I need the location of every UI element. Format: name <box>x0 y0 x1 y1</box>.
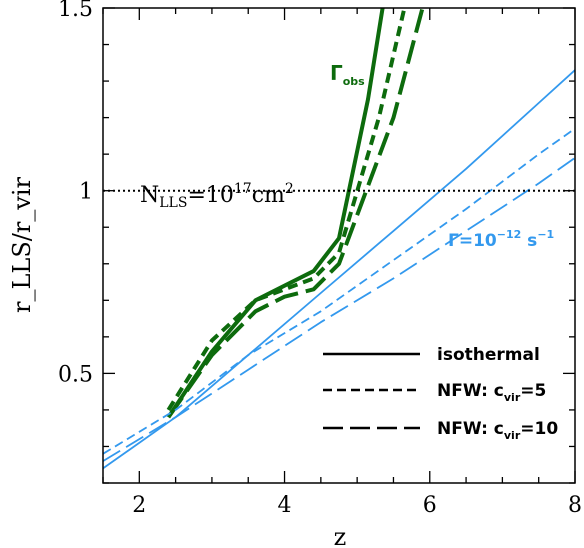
axis-ticks <box>102 7 576 484</box>
y-axis-title: r_LLS/r_vir <box>8 176 36 313</box>
y-tick-label: 1.5 <box>58 0 93 22</box>
x-tick-label: 6 <box>423 493 437 518</box>
legend-label-nfw-c10: NFW: cvir=10 <box>437 419 558 442</box>
series-line-gamma-const-2 <box>102 157 576 462</box>
legend-label-nfw-c5: NFW: cvir=5 <box>437 381 546 404</box>
legend: isothermal NFW: cvir=5 NFW: cvir=10 <box>323 345 558 442</box>
curves <box>102 7 576 470</box>
series-line-gamma-const-0 <box>102 69 576 470</box>
x-tick-label: 4 <box>278 493 292 518</box>
x-tick-label: 8 <box>568 493 582 518</box>
y-tick-label: 0.5 <box>58 362 93 387</box>
x-axis-title: z <box>334 523 347 548</box>
plot-frame <box>102 7 576 484</box>
legend-label-isothermal: isothermal <box>437 345 540 365</box>
series-line-gamma-obs-1 <box>166 7 407 411</box>
series-line-gamma-const-1 <box>102 127 576 455</box>
reference-line-label: NLLS=1017cm2 <box>140 181 294 211</box>
gamma-obs-label: Γobs <box>330 61 365 88</box>
series-line-gamma-obs-2 <box>166 7 425 419</box>
y-tick-label: 1 <box>79 180 93 205</box>
gamma-const-label: Γ=10−12 s−1 <box>448 228 554 251</box>
tick-labels: 2 4 6 8 0.5 1 1.5 <box>58 0 582 518</box>
series-line-gamma-obs-0 <box>166 7 385 419</box>
x-tick-label: 2 <box>132 493 146 518</box>
